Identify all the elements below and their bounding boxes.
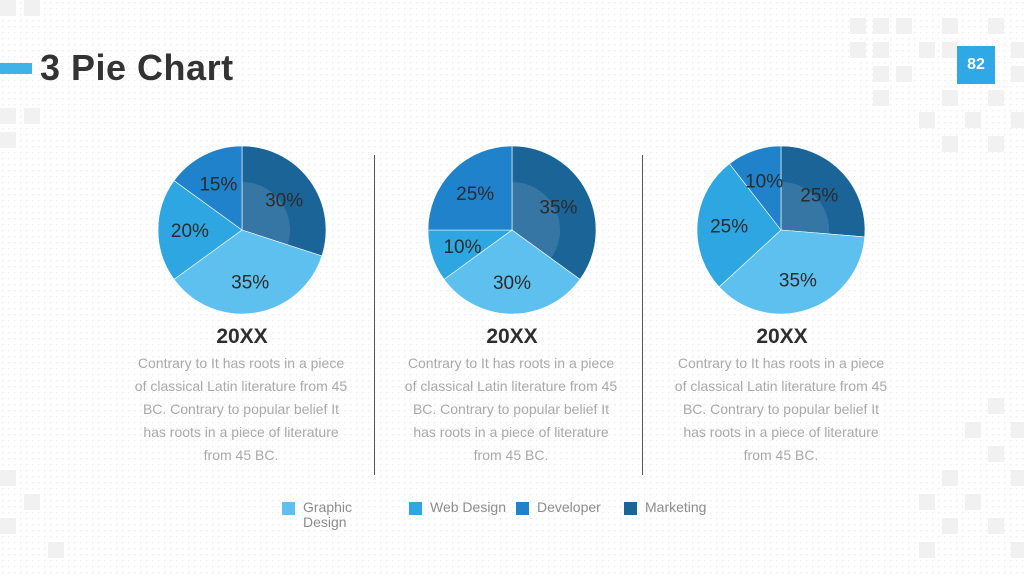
- decor-square: [0, 132, 16, 148]
- decor-square: [0, 0, 16, 16]
- page-number-badge: 82: [957, 46, 995, 84]
- decor-square: [24, 0, 40, 16]
- pie-chart-3: 25% 35% 25% 10%: [696, 145, 866, 315]
- decor-square: [988, 90, 1004, 106]
- title-accent-bar: [0, 63, 32, 74]
- decor-square: [24, 108, 40, 124]
- legend-label: Developer: [537, 499, 601, 515]
- column-divider-1: [374, 155, 375, 475]
- decor-square: [0, 470, 16, 486]
- pie-data-label: 30%: [265, 190, 303, 211]
- column-divider-2: [642, 155, 643, 475]
- decor-square: [919, 112, 935, 128]
- decor-square: [965, 422, 981, 438]
- pie-slice-developer: [427, 145, 513, 231]
- decor-square: [988, 518, 1004, 534]
- decor-square: [919, 542, 935, 558]
- pie-slice-graphic-design: [718, 229, 866, 315]
- column-2-year: 20XX: [486, 325, 538, 348]
- pie-slice-marketing: [511, 145, 597, 280]
- page-title: 3 Pie Chart: [40, 47, 234, 88]
- chart-legend: Graphic Design Web Design Developer Mark…: [0, 500, 1024, 540]
- legend-swatch: [282, 502, 295, 515]
- pie-chart-2: 35% 30% 10% 25%: [427, 145, 597, 315]
- legend-swatch: [409, 502, 422, 515]
- pie-data-label: 35%: [231, 272, 269, 293]
- decor-square: [942, 136, 958, 152]
- decor-square: [919, 42, 935, 58]
- pie-slice-graphic-design: [173, 229, 323, 315]
- pie-data-label: 30%: [493, 273, 531, 294]
- decor-square: [988, 18, 1004, 34]
- decor-square: [873, 90, 889, 106]
- decor-square: [1011, 42, 1024, 58]
- decor-square: [873, 66, 889, 82]
- decor-square: [873, 18, 889, 34]
- pie-slice-developer: [173, 145, 243, 231]
- decor-square: [942, 42, 958, 58]
- decor-square: [850, 18, 866, 34]
- decor-square: [965, 112, 981, 128]
- pie-slice-web-design: [696, 163, 782, 288]
- legend-item-web-design: Web Design: [409, 500, 506, 515]
- decor-square: [896, 18, 912, 34]
- decor-square: [942, 90, 958, 106]
- pie-data-label: 25%: [800, 186, 838, 207]
- decor-square: [965, 494, 981, 510]
- pie-chart-1: 30% 35% 20% 15%: [157, 145, 327, 315]
- decor-square: [0, 518, 16, 534]
- decor-square: [48, 542, 64, 558]
- pie-data-label: 15%: [199, 175, 237, 196]
- decor-square: [0, 108, 16, 124]
- decor-square: [1011, 422, 1024, 438]
- pie-slice-graphic-design: [443, 229, 581, 315]
- decor-square: [919, 494, 935, 510]
- decor-square: [1011, 66, 1024, 82]
- pie-data-label: 35%: [539, 197, 577, 218]
- pie-data-label: 25%: [710, 217, 748, 238]
- pie-data-label: 20%: [171, 221, 209, 242]
- column-3-year: 20XX: [756, 325, 808, 348]
- decor-square: [1011, 542, 1024, 558]
- column-1-year: 20XX: [216, 325, 268, 348]
- legend-swatch: [624, 502, 637, 515]
- decor-square: [850, 42, 866, 58]
- column-1-description: Contrary to It has roots in a piece of c…: [134, 355, 348, 463]
- decor-square: [988, 136, 1004, 152]
- pie-data-label: 35%: [779, 270, 817, 291]
- pie-slice-marketing: [780, 145, 866, 238]
- legend-item-developer: Developer: [516, 500, 601, 515]
- column-3-description: Contrary to It has roots in a piece of c…: [674, 355, 888, 463]
- pie-data-label: 25%: [456, 184, 494, 205]
- pie-data-label: 10%: [745, 172, 783, 193]
- decor-square: [942, 18, 958, 34]
- decor-square: [24, 494, 40, 510]
- legend-item-graphic-design: Graphic Design: [282, 500, 352, 530]
- pie-slice-developer: [728, 145, 782, 231]
- decor-square: [896, 66, 912, 82]
- legend-item-marketing: Marketing: [624, 500, 706, 515]
- pie-slice-web-design: [157, 180, 243, 280]
- pie-slice-marketing: [241, 145, 327, 257]
- decor-square: [1011, 470, 1024, 486]
- pie-data-label: 10%: [443, 237, 481, 258]
- legend-label: Web Design: [430, 499, 507, 515]
- legend-swatch: [516, 502, 529, 515]
- decor-square: [873, 42, 889, 58]
- decor-square: [1011, 112, 1024, 128]
- decor-square: [942, 470, 958, 486]
- column-2-description: Contrary to It has roots in a piece of c…: [404, 355, 618, 463]
- decor-square: [942, 518, 958, 534]
- legend-label: Marketing: [645, 499, 707, 515]
- decor-square: [988, 398, 1004, 414]
- decor-square: [988, 446, 1004, 462]
- legend-label: Graphic Design: [303, 499, 353, 530]
